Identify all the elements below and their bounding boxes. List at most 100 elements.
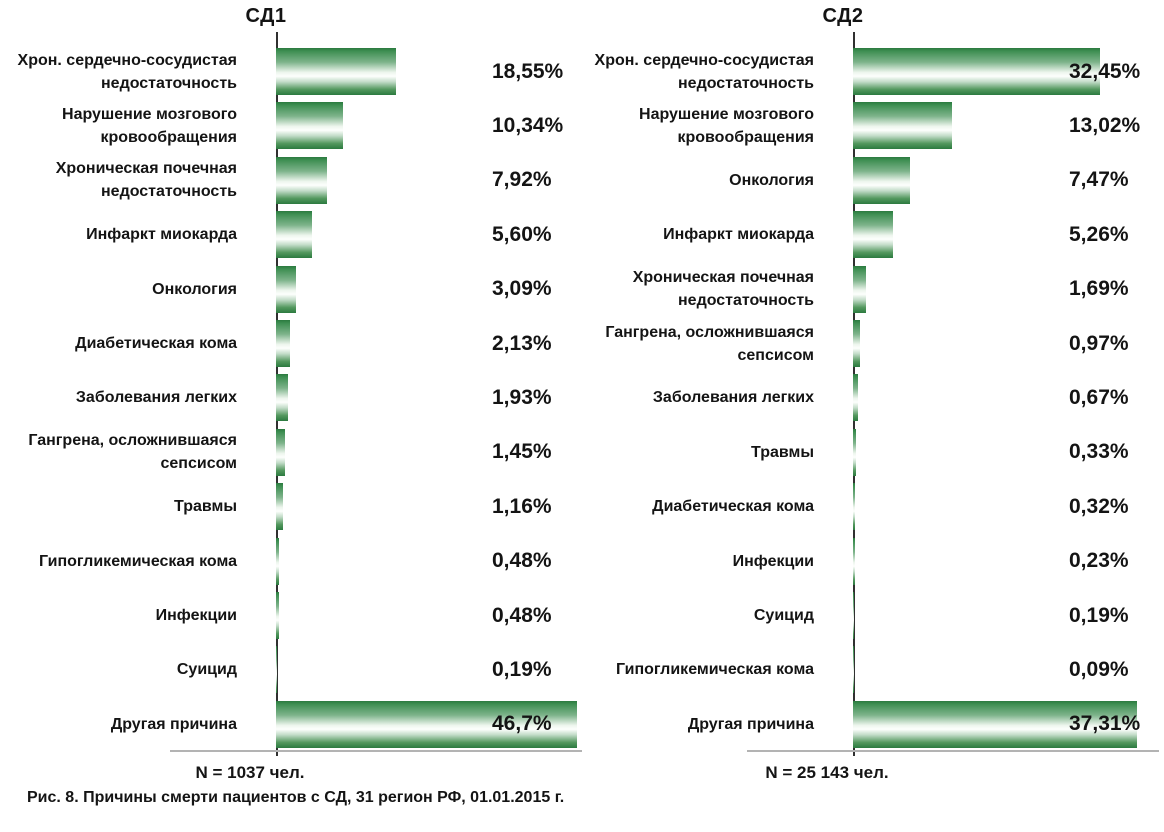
bar-row: Заболевания легких 1,93%: [0, 374, 582, 422]
bar-row: Гипогликемическая кома 0,09%: [582, 646, 1164, 694]
bar-row: Онкология 7,47%: [582, 156, 1164, 204]
category-label: Гангрена, осложнившаяся сепсисом: [605, 323, 814, 364]
category-label: Диабетическая кома: [75, 335, 237, 352]
bar-row: Инфекции 0,23%: [582, 537, 1164, 585]
value-label: 1,93%: [492, 385, 552, 409]
value-label: 0,19%: [492, 657, 552, 681]
bar: [276, 211, 313, 259]
bar-row: Диабетическая кома 2,13%: [0, 320, 582, 367]
bar: [276, 374, 289, 422]
bar: [853, 156, 910, 204]
category-label: Хроническая почечная недостаточность: [632, 269, 814, 310]
bar: [853, 102, 953, 150]
bar: [276, 156, 328, 204]
sample-size-label: N = 25 143 чел.: [765, 763, 889, 782]
category-label: Суицид: [753, 607, 814, 624]
bar-row: Суицид 0,19%: [582, 592, 1164, 639]
category-label: Травмы: [174, 498, 237, 516]
category-label: Гангрена, осложнившаяся сепсисом: [28, 432, 237, 473]
bar: [853, 428, 856, 476]
bar: [853, 48, 1100, 95]
category-label: Травмы: [751, 443, 814, 461]
bar-row: Нарушение мозгового кровообращения 10,34…: [0, 102, 582, 150]
category-label: Диабетическая кома: [652, 498, 814, 516]
bar: [853, 265, 866, 313]
bar: [853, 374, 859, 422]
x-baseline: [747, 750, 1159, 752]
bar-row: Хроническая почечная недостаточность 1,6…: [582, 265, 1164, 313]
bar-row: Гангрена, осложнившаяся сепсисом 1,45%: [0, 428, 582, 476]
value-label: 37,31%: [1069, 712, 1141, 736]
value-label: 2,13%: [492, 331, 552, 355]
value-label: 32,45%: [1069, 59, 1141, 83]
chart-title-sd1: СД1: [245, 5, 287, 27]
chart-title-sd2: СД2: [822, 5, 864, 27]
value-label: 18,55%: [492, 59, 564, 83]
category-label: Нарушение мозгового кровообращения: [62, 105, 237, 146]
value-label: 5,26%: [1069, 222, 1129, 246]
chart-sd1: СД1 Хрон. сердечно-сосудистая недостаточ…: [0, 0, 582, 782]
chart-sd2: СД2 Хрон. сердечно-сосудистая недостаточ…: [582, 0, 1164, 782]
value-label: 7,47%: [1069, 168, 1129, 192]
value-label: 3,09%: [492, 277, 552, 301]
category-label: Суицид: [176, 661, 237, 679]
bar: [853, 700, 1137, 748]
value-label: 10,34%: [492, 113, 564, 137]
bar: [276, 537, 280, 585]
sample-size-label: N = 1037 чел.: [195, 763, 305, 782]
bar: [276, 483, 284, 531]
bar: [276, 592, 280, 639]
bar-row: Травмы 0,33%: [582, 428, 1164, 476]
figure-caption: Рис. 8. Причины смерти пациентов с СД, 3…: [27, 789, 565, 806]
value-label: 13,02%: [1069, 113, 1141, 137]
category-label: Онкология: [729, 171, 814, 189]
bar-row: Хрон. сердечно-сосудистая недостаточност…: [0, 48, 582, 95]
value-label: 0,19%: [1069, 603, 1129, 627]
value-label: 5,60%: [492, 222, 552, 246]
value-label: 1,69%: [1069, 277, 1129, 301]
bar-row: Хрон. сердечно-сосудистая недостаточност…: [582, 48, 1164, 95]
bar-row: Травмы 1,16%: [0, 483, 582, 531]
bar-row: Нарушение мозгового кровообращения 13,02…: [582, 102, 1164, 150]
value-label: 7,92%: [492, 168, 552, 192]
value-label: 0,33%: [1069, 440, 1129, 464]
category-label: Гипогликемическая кома: [615, 661, 814, 679]
bar: [276, 48, 396, 95]
value-label: 0,32%: [1069, 494, 1129, 518]
bar-row: Другая причина 37,31%: [582, 700, 1164, 748]
bar: [276, 646, 278, 694]
value-label: 46,7%: [492, 712, 552, 736]
category-label: Онкология: [152, 280, 237, 298]
bar-row: Гангрена, осложнившаяся сепсисом 0,97%: [582, 320, 1164, 367]
bar-row: Гипогликемическая кома 0,48%: [0, 537, 582, 585]
bar-row: Хроническая почечная недостаточность 7,9…: [0, 156, 582, 204]
bar: [853, 646, 854, 694]
bar-row: Другая причина 46,7%: [0, 700, 582, 748]
value-label: 1,45%: [492, 440, 552, 464]
category-label: Инфаркт миокарда: [86, 226, 237, 244]
value-label: 0,09%: [1069, 657, 1129, 681]
value-label: 0,97%: [1069, 331, 1129, 355]
value-label: 0,48%: [492, 603, 552, 627]
bar: [276, 320, 290, 367]
category-label: Нарушение мозгового кровообращения: [639, 105, 814, 146]
bar: [853, 592, 855, 639]
value-label: 0,48%: [492, 549, 552, 573]
category-label: Гипогликемическая кома: [38, 552, 237, 570]
bar: [276, 265, 296, 313]
category-label: Другая причина: [687, 715, 814, 733]
bar-row: Диабетическая кома 0,32%: [582, 483, 1164, 531]
bar: [853, 320, 861, 367]
bar: [276, 700, 578, 748]
value-label: 1,16%: [492, 494, 552, 518]
bar: [853, 483, 856, 531]
bar-row: Заболевания легких 0,67%: [582, 374, 1164, 422]
bar: [276, 102, 343, 150]
category-label: Инфекции: [155, 607, 237, 624]
bar: [276, 428, 286, 476]
value-label: 0,67%: [1069, 385, 1129, 409]
bar-row: Инфаркт миокарда 5,60%: [0, 211, 582, 259]
category-label: Заболевания легких: [75, 389, 237, 407]
category-label: Хрон. сердечно-сосудистая недостаточност…: [594, 51, 814, 92]
